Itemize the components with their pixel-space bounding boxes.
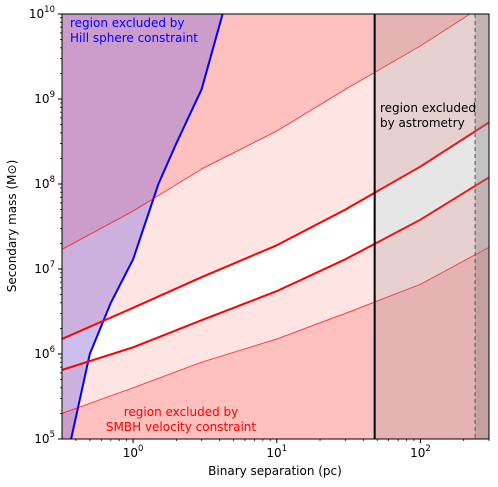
y-ticks: 105 106 107 108 109 1010 (29, 5, 62, 446)
y-tick-label: 108 (34, 175, 55, 191)
plot-frame (61, 13, 490, 440)
y-tick-label: 109 (34, 90, 55, 106)
x-tick-label: 101 (266, 444, 287, 460)
velocity-limit-outer-lower-curve (62, 246, 489, 414)
velocity-limit-upper-curve (62, 121, 489, 340)
y-tick-label: 106 (34, 345, 55, 361)
hill-excluded-region (62, 14, 223, 439)
astrometry-excluded-region-far (475, 14, 489, 439)
x-tick-label: 100 (123, 444, 144, 460)
velocity-limit-outer-upper-curve (62, 14, 471, 250)
y-axis-label: Secondary mass (M⊙) (5, 160, 19, 293)
x-axis-label: Binary separation (pc) (208, 464, 342, 478)
y-tick-label: 1010 (29, 5, 55, 21)
x-tick-label: 102 (410, 444, 431, 460)
astrometry-excluded-region (374, 14, 489, 439)
astrometry-annotation-line1: region excluded (380, 101, 476, 115)
hill-sphere-boundary-curve (70, 14, 224, 439)
y-tick-label: 105 (34, 430, 55, 446)
y-tick-label: 107 (34, 260, 55, 276)
velocity-annotation-line1: region excluded by (124, 405, 239, 419)
hill-annotation-line2: Hill sphere constraint (70, 31, 198, 45)
curves (62, 14, 489, 439)
vertical-lines (373, 14, 476, 439)
x-ticks: 100 101 102 (75, 439, 490, 460)
hill-annotation-line1: region excluded by (70, 16, 185, 30)
plot-area (62, 14, 489, 439)
astrometry-annotation-line2: by astrometry (380, 116, 465, 130)
velocity-annotation-line2: SMBH velocity constraint (106, 420, 256, 434)
velocity-limit-lower-curve (62, 176, 489, 371)
